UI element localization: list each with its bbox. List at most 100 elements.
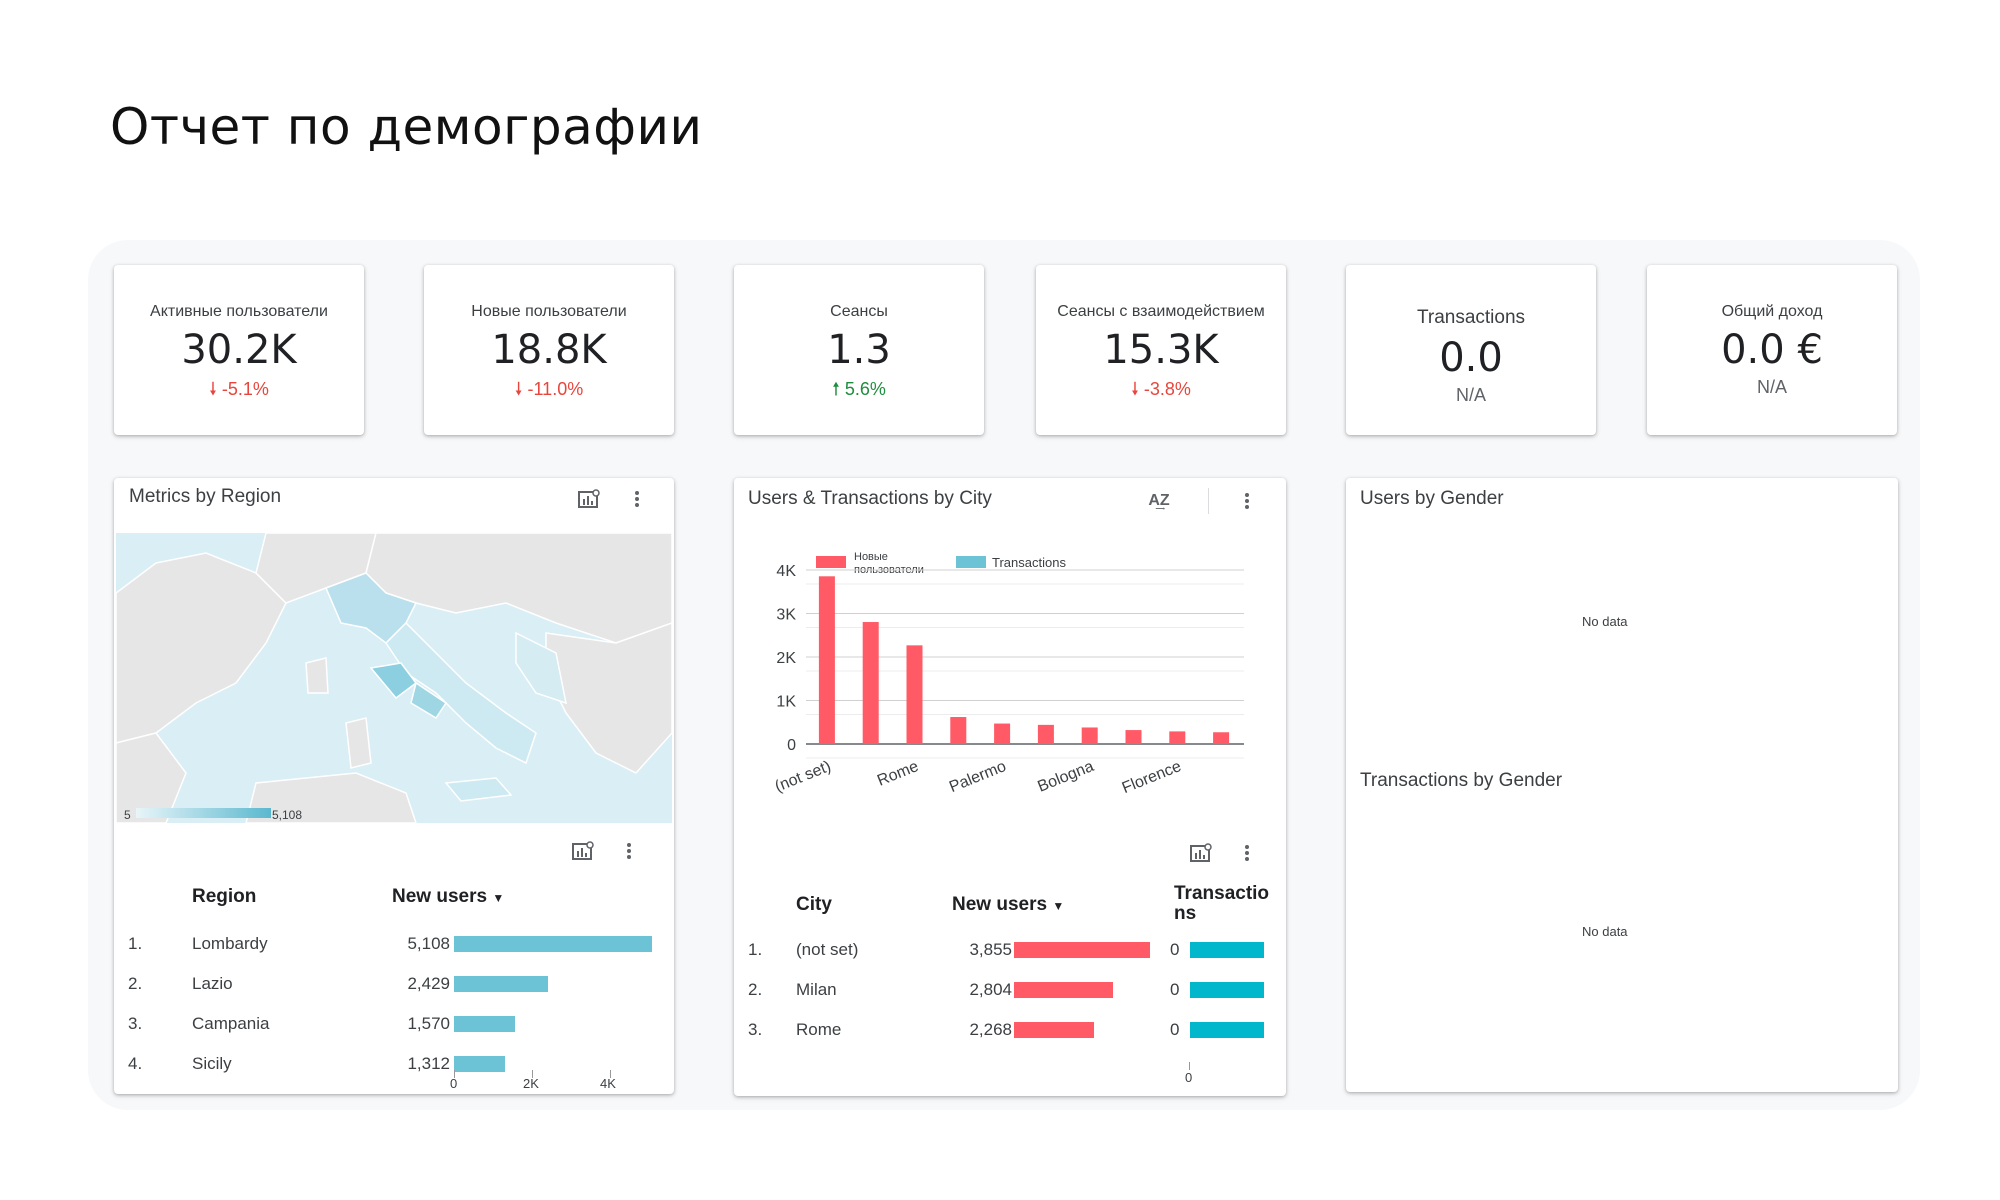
row-bar (454, 1056, 505, 1072)
row-city[interactable]: Milan (796, 980, 837, 999)
toolbar-divider (1208, 488, 1209, 514)
arrow-down-icon: 🠗 (209, 379, 222, 399)
row-transactions-bar (1190, 1022, 1264, 1038)
row-new-users: 2,804 (969, 980, 1012, 999)
kpi-label: Transactions (1416, 307, 1526, 328)
axis-tick-mark (610, 1070, 615, 1078)
gender-panel: Users by Gender No data Transactions by … (1346, 478, 1898, 1092)
axis-tick-label: 0 (450, 1076, 458, 1091)
kpi-label: Сеансы с взаимодействием (1057, 303, 1265, 320)
axis-tick-mark (454, 1070, 459, 1078)
kpi-card-sessions[interactable]: Сеансы 1.3 🠕 5.6% (734, 265, 984, 435)
row-rank: 1. (128, 934, 143, 953)
legend-label-new-users: Новые пользователи (854, 551, 924, 576)
row-bar (1014, 1022, 1094, 1038)
row-region[interactable]: Lazio (192, 974, 233, 993)
legend-swatch-new-users (816, 556, 846, 568)
row-rank: 3. (748, 1020, 763, 1039)
row-bar (1014, 982, 1113, 998)
axis-tick-mark (532, 1070, 537, 1078)
bar-turin (1037, 724, 1054, 744)
sort-desc-icon: ▼ (492, 891, 505, 905)
y-tick-label: 2K (776, 650, 796, 667)
column-header-region[interactable]: Region (192, 886, 257, 907)
panel-title: Metrics by Region (129, 486, 282, 507)
kpi-delta: -11.0% (527, 379, 584, 399)
chart-options-icon[interactable] (570, 838, 596, 864)
page-title: Отчет по демографии (110, 98, 703, 156)
column-header-transactions[interactable]: Transactions (1174, 883, 1270, 924)
bar-bari (1213, 732, 1230, 744)
column-header-new-users[interactable]: New users ▼ (392, 886, 505, 907)
row-region[interactable]: Campania (192, 1014, 270, 1033)
kpi-value: 18.8K (491, 327, 607, 373)
axis-tick-label: 4K (600, 1076, 616, 1091)
x-tick-label: Bologna (1035, 758, 1096, 796)
more-vert-icon[interactable] (624, 486, 650, 512)
kpi-delta: -3.8% (1143, 379, 1191, 399)
row-new-users: 3,855 (969, 940, 1012, 959)
row-region[interactable]: Sicily (192, 1054, 232, 1073)
row-rank: 3. (128, 1014, 143, 1033)
sort-desc-icon: ▼ (1052, 899, 1065, 913)
row-bar (1014, 942, 1150, 958)
more-vert-icon[interactable] (1234, 488, 1260, 514)
row-rank: 2. (748, 980, 763, 999)
column-header-city[interactable]: City (796, 894, 832, 915)
kpi-card-new-users[interactable]: Новые пользователи 18.8K 🠗 -11.0% (424, 265, 674, 435)
bar-milan (862, 622, 879, 744)
region-panel: Metrics by Region 5 5,108 Region New use… (114, 478, 674, 1094)
bar-notset (818, 576, 835, 744)
panel-title: Transactions by Gender (1360, 770, 1563, 791)
x-tick-label: Rome (875, 758, 921, 790)
city-bar-chart[interactable]: Новые пользователи Transactions 0 1K 2K 3K 4K (n… (734, 538, 1286, 808)
row-region[interactable]: Lombardy (192, 934, 268, 953)
row-bar (454, 976, 549, 992)
no-data-label: No data (1582, 924, 1628, 939)
sort-az-icon[interactable]: A͢Z (1148, 492, 1170, 509)
chart-options-icon[interactable] (1188, 840, 1214, 866)
column-header-new-users[interactable]: New users ▼ (952, 894, 1065, 915)
row-new-users: 1,312 (407, 1054, 450, 1073)
kpi-delta: N/A (1455, 385, 1486, 405)
kpi-card-transactions[interactable]: Transactions 0.0 N/A (1346, 265, 1596, 435)
row-transactions: 0 (1170, 940, 1180, 959)
row-rank: 4. (128, 1054, 143, 1073)
bar-naples (950, 717, 967, 744)
row-city[interactable]: (not set) (796, 940, 859, 959)
bar-genoa (1125, 730, 1142, 744)
kpi-value: 0.0 (1439, 335, 1503, 381)
kpi-card-active-users[interactable]: Активные пользователи 30.2K 🠗 -5.1% (114, 265, 364, 435)
kpi-label: Сеансы (830, 303, 888, 320)
row-new-users: 2,268 (969, 1020, 1012, 1039)
row-transactions: 0 (1170, 980, 1180, 999)
more-vert-icon[interactable] (1234, 840, 1260, 866)
chart-options-icon[interactable] (576, 486, 602, 512)
row-transactions: 0 (1170, 1020, 1180, 1039)
arrow-down-icon: 🠗 (514, 379, 528, 399)
kpi-delta: -5.1% (221, 379, 269, 399)
city-panel: Users & Transactions by City A͢Z Новые по… (734, 478, 1286, 1096)
kpi-card-engaged-sessions[interactable]: Сеансы с взаимодействием 15.3K 🠗 -3.8% (1036, 265, 1286, 435)
kpi-label: Активные пользователи (150, 303, 328, 320)
kpi-value: 30.2K (181, 327, 297, 373)
more-vert-icon[interactable] (616, 838, 642, 864)
row-bar (454, 936, 652, 952)
y-tick-label: 1K (776, 694, 796, 711)
bar-rome (906, 645, 923, 744)
row-transactions-bar (1190, 942, 1264, 958)
bar-florence (1169, 731, 1186, 744)
row-rank: 2. (128, 974, 143, 993)
axis-tick-label: 0 (1185, 1070, 1193, 1085)
row-new-users: 2,429 (407, 974, 450, 993)
kpi-value: 15.3K (1103, 327, 1219, 373)
kpi-value: 1.3 (827, 327, 891, 373)
row-city[interactable]: Rome (796, 1020, 842, 1039)
kpi-delta: N/A (1756, 377, 1787, 397)
y-tick-label: 4K (776, 563, 796, 580)
axis-tick-label: 2K (523, 1076, 539, 1091)
map-legend-min: 5 (124, 808, 131, 822)
kpi-card-total-revenue[interactable]: Общий доход 0.0 € N/A (1647, 265, 1897, 435)
region-map[interactable] (116, 533, 672, 823)
arrow-up-icon: 🠕 (832, 379, 845, 399)
